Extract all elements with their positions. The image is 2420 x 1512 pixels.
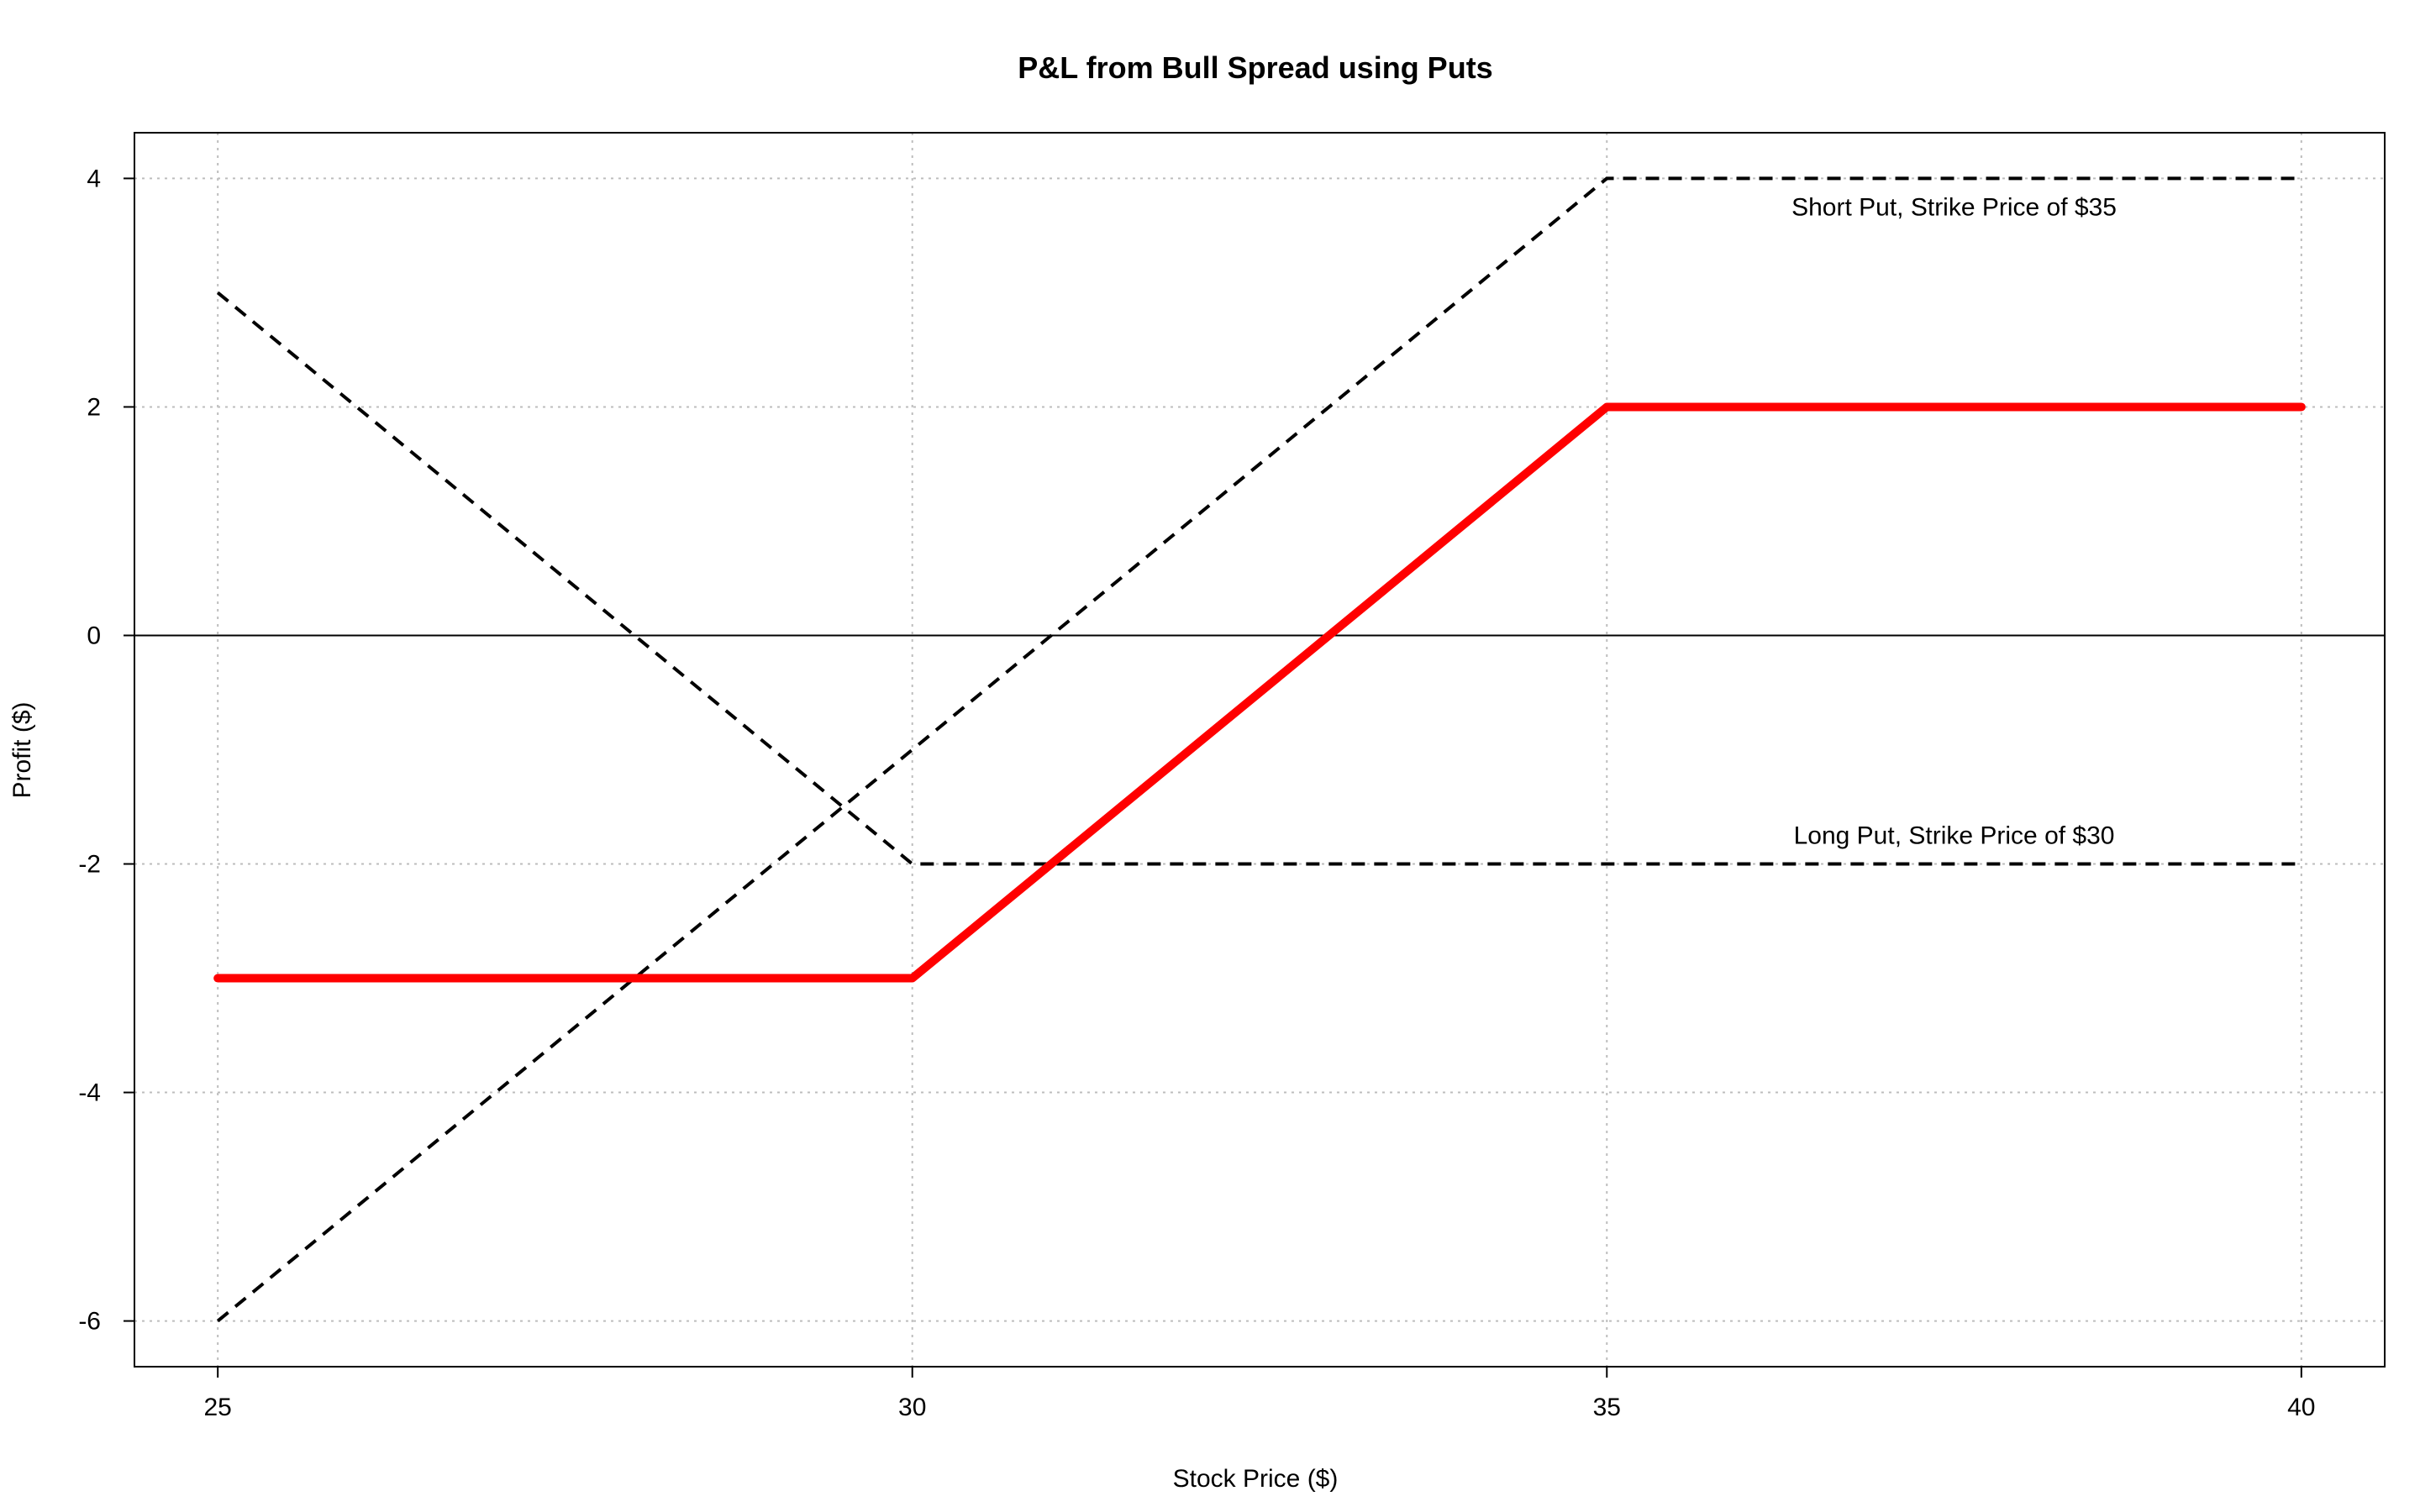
x-axis-label: Stock Price ($): [1173, 1465, 1339, 1493]
x-tick-label: 35: [1593, 1394, 1621, 1421]
y-axis-label: Profit ($): [8, 701, 36, 798]
y-tick-label: -6: [78, 1308, 101, 1336]
x-axis: 25 30 35 40: [203, 1367, 2316, 1421]
series-group: [213, 176, 2306, 1323]
annotations: Short Put, Strike Price of $35 Long Put, …: [1791, 193, 2117, 849]
dashed-series-line-0: [216, 176, 2302, 1323]
x-tick-label: 25: [203, 1394, 231, 1421]
y-tick-label: -4: [78, 1079, 101, 1107]
y-tick-label: 2: [87, 393, 101, 421]
plot-frame: [134, 132, 2386, 1368]
y-tick-label: -2: [78, 851, 101, 879]
dashed-series-line-1: [216, 291, 2302, 866]
annotation-label-0: Short Put, Strike Price of $35: [1791, 193, 2117, 221]
y-tick-label: 0: [87, 622, 101, 649]
grid: [134, 133, 2385, 1367]
spread-series-line-2: [213, 402, 2306, 983]
y-axis: -6 -4 -2 0 2 4: [78, 165, 134, 1336]
x-tick-label: 30: [898, 1394, 926, 1421]
chart-title: P&L from Bull Spread using Puts: [1018, 50, 1492, 85]
annotation-label-1: Long Put, Strike Price of $30: [1794, 822, 2115, 850]
x-tick-label: 40: [2287, 1394, 2315, 1421]
y-tick-label: 4: [87, 165, 101, 192]
